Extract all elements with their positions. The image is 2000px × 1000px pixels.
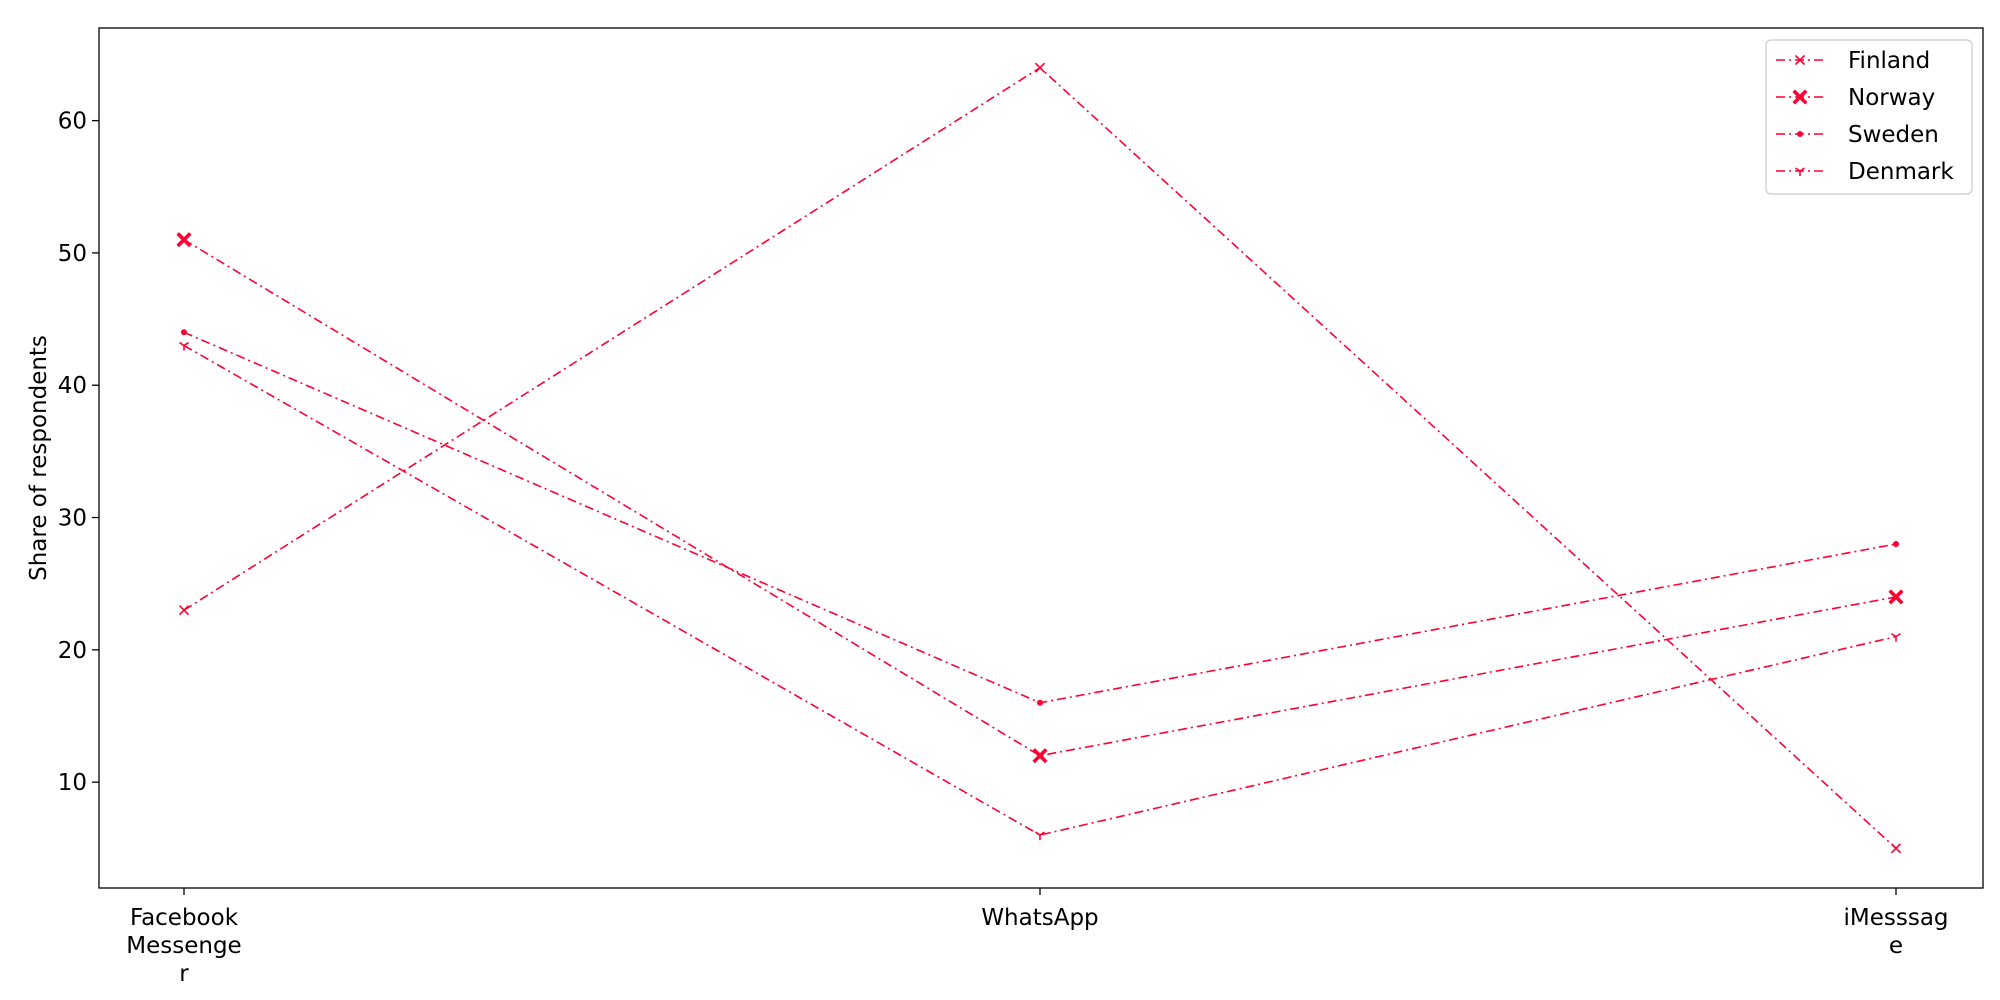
data-point-sweden <box>1893 541 1899 547</box>
series-sweden <box>181 329 1899 706</box>
data-point-norway <box>176 232 192 248</box>
x-tick-label: iMesssag e <box>1843 905 1948 959</box>
y-tick-label: 10 <box>58 770 87 796</box>
series-line-denmark <box>183 344 1897 836</box>
data-point-norway <box>1032 748 1048 764</box>
x-tick-label: Facebook Messenge r <box>126 905 241 987</box>
y-tick-label: 20 <box>58 638 87 664</box>
series-denmark <box>179 341 1901 841</box>
legend-label-norway: Norway <box>1848 85 1935 111</box>
x-axis: Facebook Messenge r WhatsApp iMesssag e <box>126 888 1949 987</box>
series-norway <box>176 232 1904 764</box>
legend[interactable]: Finland Norway Sweden Denmark <box>1765 39 1973 195</box>
legend-marker-finland <box>1794 54 1806 66</box>
legend-marker-denmark <box>1795 167 1805 176</box>
data-point-sweden <box>1037 699 1043 706</box>
legend-label-finland: Finland <box>1848 48 1930 74</box>
series-line-norway <box>183 239 1897 757</box>
legend-box <box>1765 39 1973 195</box>
data-point-finland <box>178 605 190 616</box>
y-tick-label: 50 <box>58 241 87 267</box>
data-point-norway <box>1888 589 1904 605</box>
legend-marker-sweden <box>1797 131 1803 137</box>
y-tick-label: 30 <box>58 506 87 532</box>
y-axis: 10 20 30 40 50 60 <box>58 109 99 796</box>
legend-label-denmark: Denmark <box>1848 159 1954 185</box>
data-point-denmark <box>179 341 189 351</box>
series-layer <box>176 62 1904 854</box>
data-point-finland <box>1034 62 1046 73</box>
data-point-sweden <box>181 329 187 336</box>
legend-marker-norway <box>1792 89 1808 105</box>
legend-item-norway[interactable]: Norway <box>1776 85 1935 111</box>
y-axis-label: Share of respondents <box>26 335 52 581</box>
y-tick-label: 60 <box>58 109 87 135</box>
y-tick-label: 40 <box>58 373 87 399</box>
legend-item-sweden[interactable]: Sweden <box>1776 122 1939 148</box>
x-tick-label: WhatsApp <box>981 905 1098 931</box>
data-point-denmark <box>1891 632 1901 642</box>
legend-item-denmark[interactable]: Denmark <box>1776 159 1954 185</box>
legend-label-sweden: Sweden <box>1848 122 1939 148</box>
data-point-finland <box>1890 843 1902 854</box>
legend-item-finland[interactable]: Finland <box>1776 48 1930 74</box>
series-finland <box>178 62 1902 854</box>
plot-area <box>98 27 1984 889</box>
data-point-denmark <box>1035 831 1045 841</box>
